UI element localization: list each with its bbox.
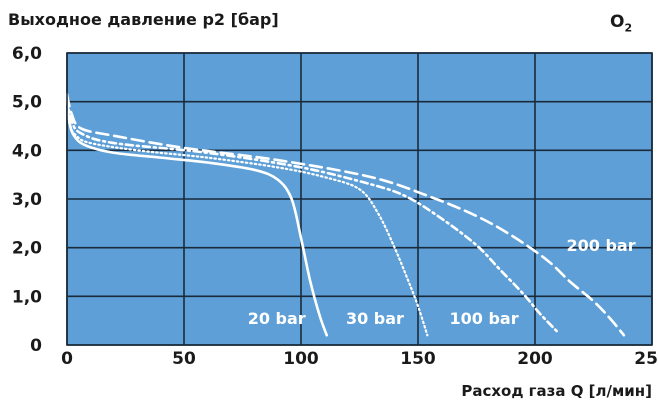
series-label: 100 bar [450,309,519,328]
plot-frame [66,52,653,346]
series-line-200-bar [65,93,626,337]
y-tick-label: 4,0 [12,141,42,161]
x-tick-label: 200 [517,349,553,369]
series-line-100-bar [65,97,560,335]
chart-title-main: O [610,12,625,32]
chart-title-sub: 2 [624,21,633,35]
y-tick-label: 6,0 [12,44,42,64]
y-tick-label: 0 [30,336,42,356]
x-tick-label: 150 [400,349,436,369]
y-tick-label: 2,0 [12,239,42,259]
y-tick-label: 3,0 [12,190,42,210]
chart-title: O2 [610,12,632,34]
y-tick-label: 1,0 [12,287,42,307]
x-axis-label: Расход газа Q [л/мин] [461,382,652,400]
series-line-20-bar [65,93,329,337]
y-tick-label: 5,0 [12,93,42,113]
series-label: 200 bar [567,236,636,255]
series-label: 20 bar [248,309,306,328]
x-tick-label: 0 [61,349,73,369]
x-tick-label: 50 [172,349,196,369]
x-tick-label: 250 [634,349,658,369]
y-axis-label: Выходное давление p2 [бар] [8,10,279,29]
series-line-30-bar [65,98,429,337]
x-tick-label: 100 [283,349,319,369]
series-label: 30 bar [346,309,404,328]
